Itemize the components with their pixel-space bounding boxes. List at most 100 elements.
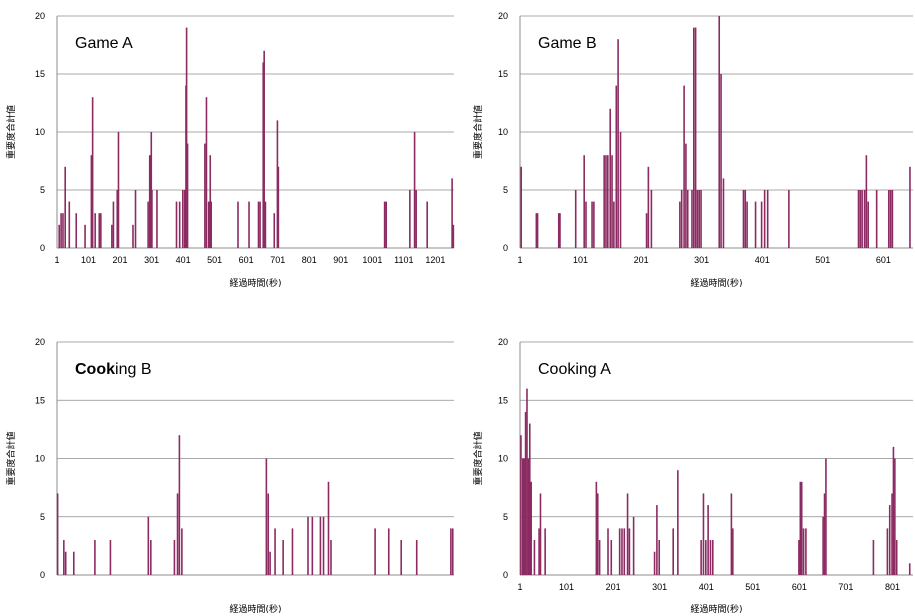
x-axis-label: 経過時間(秒) bbox=[690, 277, 742, 289]
bar bbox=[760, 201, 763, 248]
bar bbox=[116, 190, 119, 248]
bar bbox=[889, 190, 892, 248]
bar bbox=[887, 190, 890, 248]
bar bbox=[452, 224, 455, 248]
bar bbox=[64, 166, 66, 248]
bar bbox=[800, 481, 803, 575]
bar bbox=[90, 155, 93, 248]
bar bbox=[526, 388, 528, 575]
y-tick-label: 5 bbox=[40, 512, 45, 522]
bar bbox=[426, 201, 428, 248]
bar bbox=[75, 213, 78, 248]
bar bbox=[557, 213, 560, 248]
chart-title-part: Coo bbox=[75, 361, 106, 378]
bar bbox=[730, 493, 733, 575]
bar bbox=[609, 108, 612, 248]
y-tick-label: 10 bbox=[35, 454, 45, 464]
bar bbox=[385, 201, 388, 248]
bar bbox=[603, 155, 605, 248]
x-tick-label: 1101 bbox=[394, 255, 413, 265]
bar bbox=[591, 201, 593, 248]
bar bbox=[150, 540, 152, 575]
bar bbox=[277, 166, 280, 248]
bar bbox=[248, 201, 250, 248]
bar bbox=[262, 62, 265, 249]
bar bbox=[109, 540, 112, 575]
bar bbox=[628, 528, 631, 575]
bar bbox=[533, 540, 536, 575]
bar bbox=[610, 540, 613, 575]
bar bbox=[282, 540, 284, 575]
bar bbox=[802, 528, 805, 575]
bar bbox=[56, 493, 59, 575]
y-tick-label: 5 bbox=[503, 512, 508, 522]
y-tick-label: 0 bbox=[40, 243, 45, 253]
x-axis-label: 経過時間(秒) bbox=[690, 603, 742, 615]
bar bbox=[788, 190, 790, 248]
bar bbox=[257, 201, 260, 248]
bar bbox=[276, 120, 279, 248]
y-tick-label: 0 bbox=[503, 570, 508, 580]
bar bbox=[892, 446, 895, 575]
bar bbox=[822, 516, 824, 575]
bar bbox=[605, 155, 607, 248]
bar bbox=[595, 481, 598, 575]
bar bbox=[186, 143, 189, 248]
bar bbox=[626, 493, 629, 575]
bar bbox=[265, 458, 268, 575]
bar bbox=[147, 201, 149, 248]
x-tick-label: 1 bbox=[517, 255, 522, 265]
x-tick-label: 1001 bbox=[362, 255, 382, 265]
bar bbox=[700, 190, 702, 248]
bar bbox=[711, 540, 714, 575]
bar bbox=[273, 213, 276, 248]
bar bbox=[746, 201, 748, 248]
chart-title: Cooking A bbox=[538, 361, 611, 378]
bar bbox=[857, 190, 860, 248]
y-tick-label: 15 bbox=[35, 395, 45, 405]
x-tick-label: 801 bbox=[302, 255, 317, 265]
bar bbox=[209, 155, 212, 248]
bar bbox=[696, 190, 699, 248]
bar bbox=[623, 528, 626, 575]
bar bbox=[415, 540, 418, 575]
bar bbox=[205, 97, 208, 248]
bar bbox=[175, 201, 178, 248]
y-axis-label: 重要度合計値 bbox=[472, 431, 484, 485]
bar bbox=[593, 201, 595, 248]
bar bbox=[861, 190, 863, 248]
bar bbox=[311, 516, 314, 575]
bar bbox=[718, 16, 721, 248]
bar bbox=[117, 132, 120, 248]
x-tick-label: 101 bbox=[559, 582, 574, 592]
bar bbox=[259, 201, 261, 248]
bar bbox=[720, 74, 722, 248]
bar bbox=[886, 528, 889, 575]
bar bbox=[875, 190, 878, 248]
y-tick-label: 10 bbox=[498, 127, 508, 137]
x-tick-label: 501 bbox=[745, 582, 760, 592]
bar bbox=[574, 190, 577, 248]
bar bbox=[872, 540, 875, 575]
bar bbox=[100, 213, 102, 248]
bar bbox=[707, 505, 709, 575]
bar bbox=[686, 190, 689, 248]
bar bbox=[863, 190, 866, 248]
bar bbox=[173, 540, 176, 575]
bar bbox=[704, 540, 707, 575]
bar bbox=[450, 528, 452, 575]
bar bbox=[544, 528, 546, 575]
bar bbox=[598, 540, 601, 575]
bar bbox=[650, 190, 653, 248]
bar bbox=[744, 190, 747, 248]
bar bbox=[451, 178, 453, 248]
bar bbox=[267, 493, 270, 575]
bar bbox=[147, 516, 150, 575]
y-tick-label: 0 bbox=[503, 243, 508, 253]
x-tick-label: 301 bbox=[144, 255, 159, 265]
x-tick-label: 201 bbox=[606, 582, 621, 592]
bar bbox=[694, 27, 697, 248]
